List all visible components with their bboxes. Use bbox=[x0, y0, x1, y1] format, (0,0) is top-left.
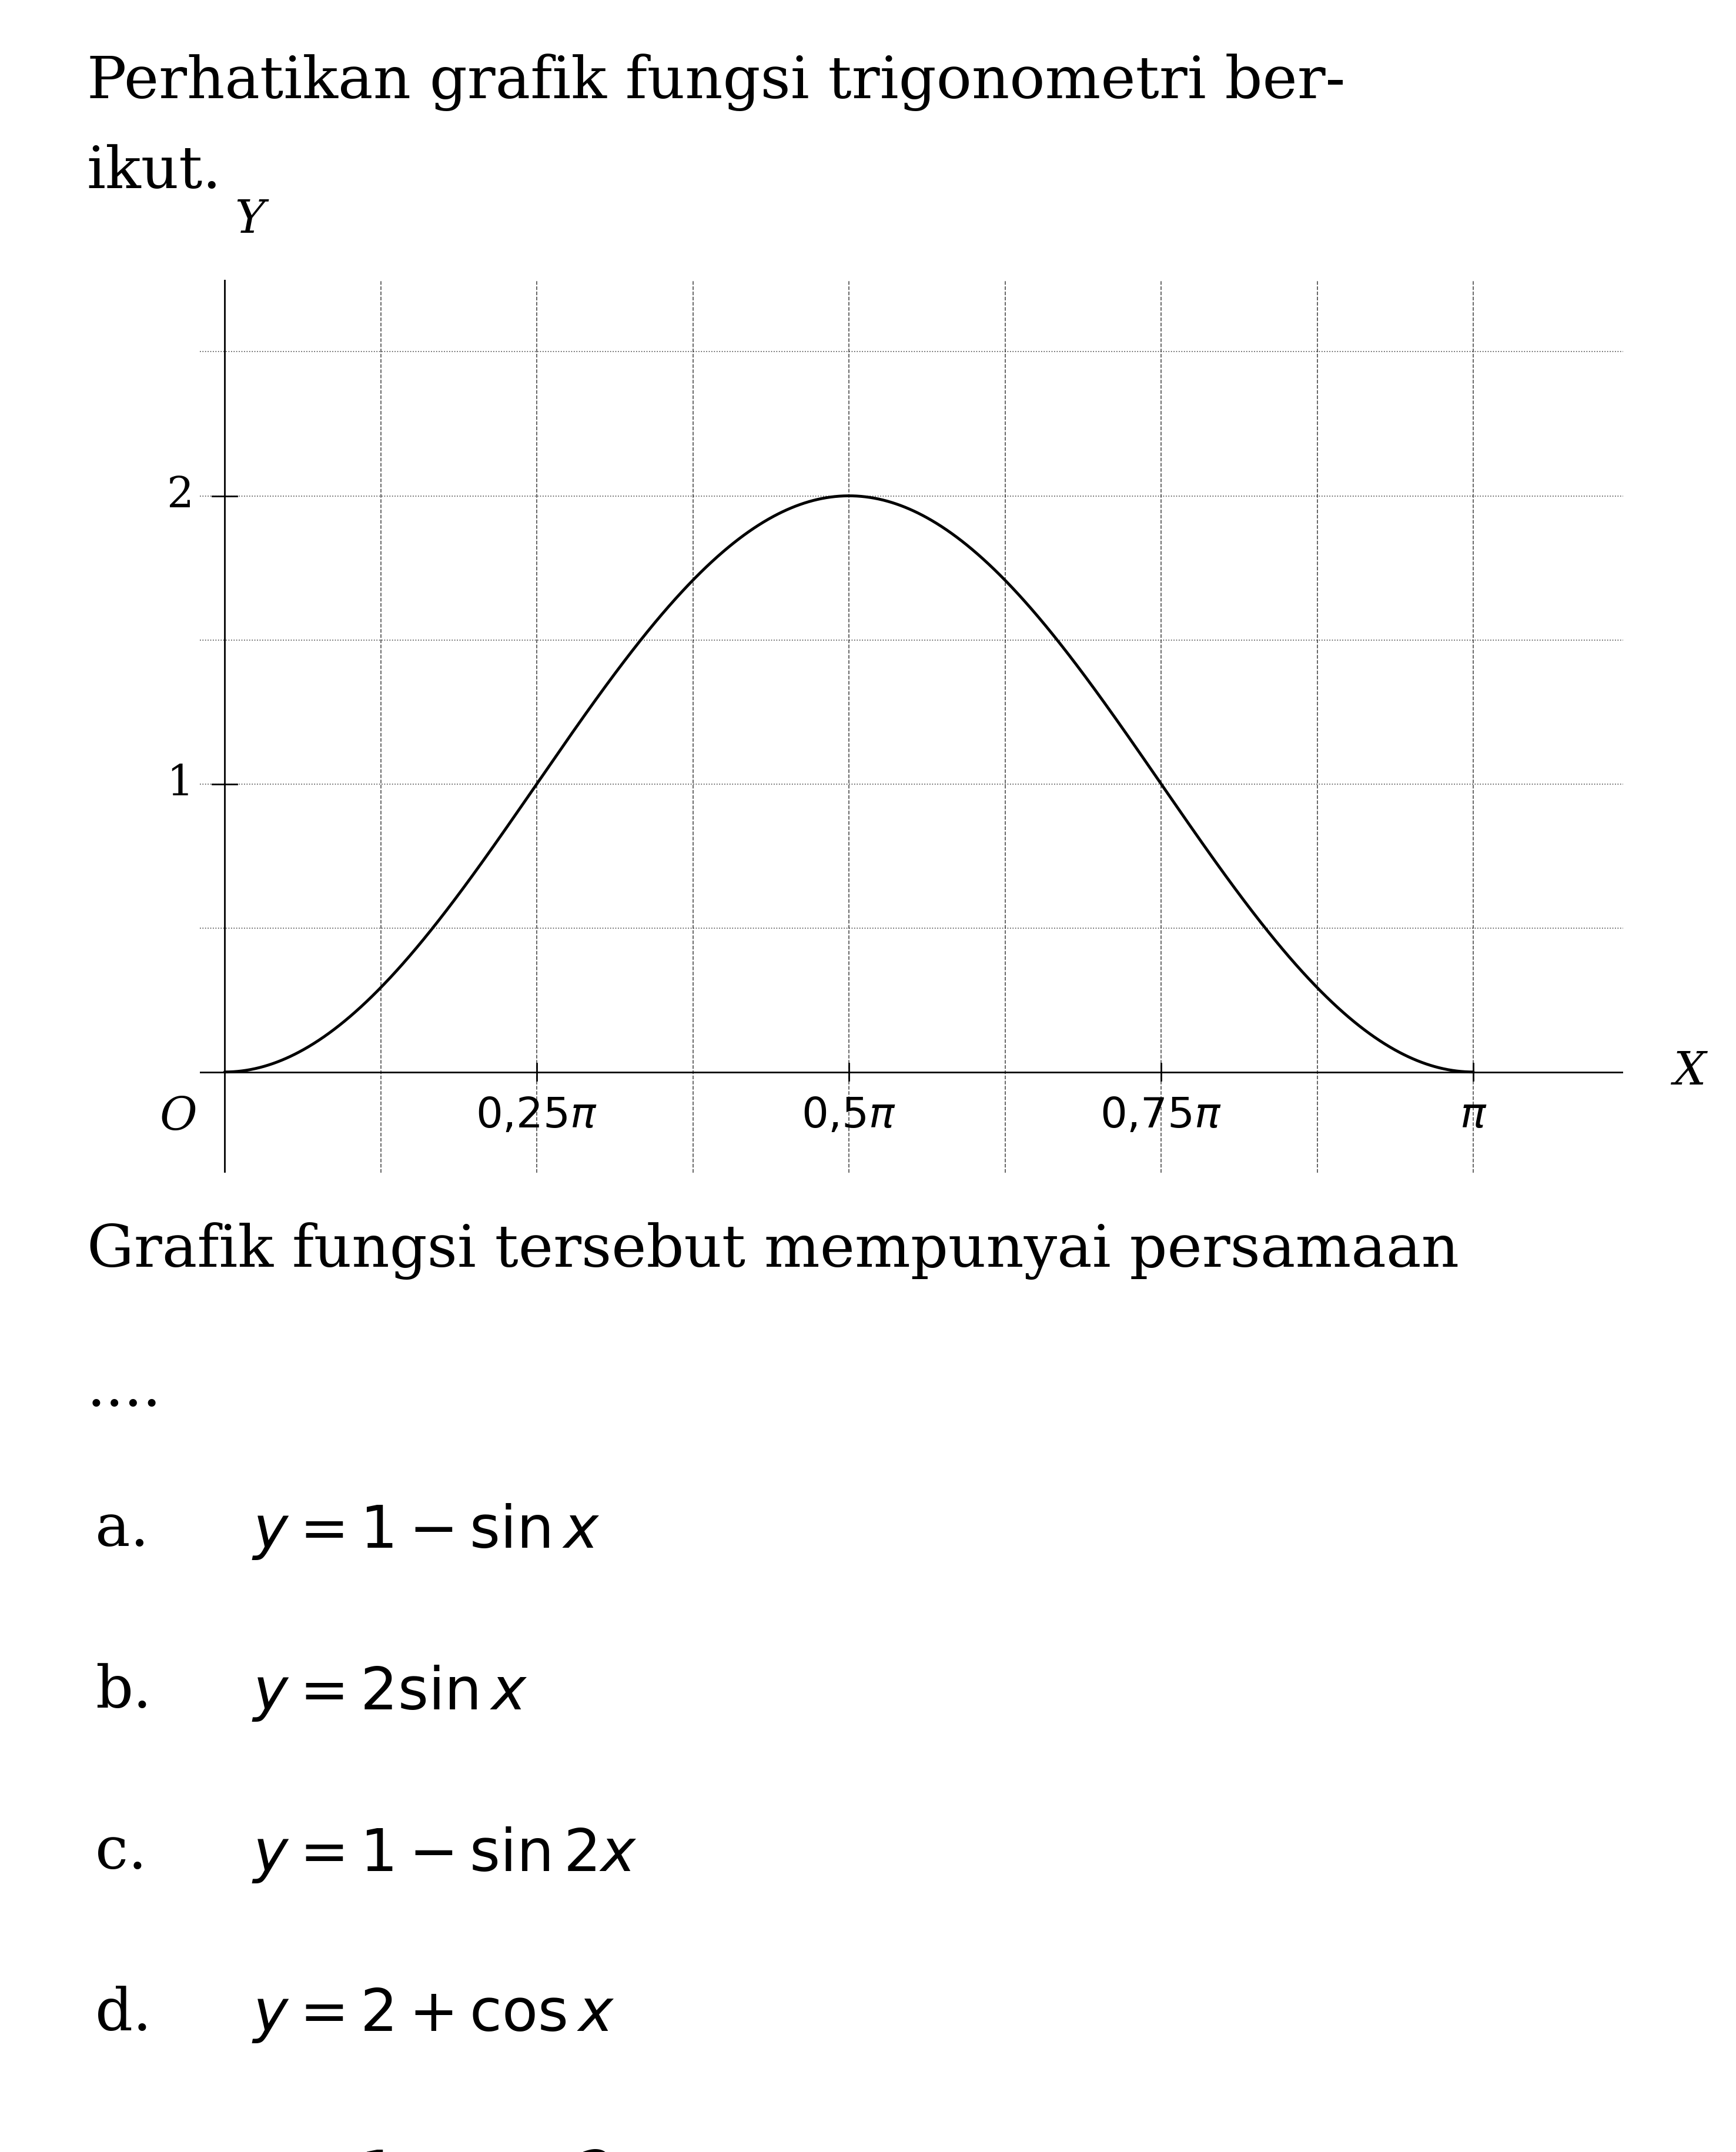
Text: $y = 1 - \sin x$: $y = 1 - \sin x$ bbox=[252, 1502, 601, 1562]
Text: $\pi$: $\pi$ bbox=[1460, 1095, 1488, 1136]
Text: $0{,}75\pi$: $0{,}75\pi$ bbox=[1101, 1095, 1222, 1136]
Text: Perhatikan grafik fungsi trigonometri ber-: Perhatikan grafik fungsi trigonometri be… bbox=[87, 54, 1345, 112]
Text: $0{,}25\pi$: $0{,}25\pi$ bbox=[476, 1095, 597, 1136]
Text: Grafik fungsi tersebut mempunyai persamaan: Grafik fungsi tersebut mempunyai persama… bbox=[87, 1222, 1458, 1280]
Text: O: O bbox=[160, 1095, 198, 1141]
Text: d.: d. bbox=[95, 1986, 151, 2042]
Text: X: X bbox=[1674, 1050, 1706, 1095]
Text: c.: c. bbox=[95, 1825, 148, 1881]
Text: ....: .... bbox=[87, 1362, 161, 1418]
Text: Y: Y bbox=[234, 198, 266, 243]
Text: $0{,}5\pi$: $0{,}5\pi$ bbox=[802, 1095, 896, 1136]
Text: ikut.: ikut. bbox=[87, 144, 222, 200]
Text: e.: e. bbox=[95, 2148, 149, 2152]
Text: a.: a. bbox=[95, 1502, 149, 1558]
Text: $y = 2 + \cos x$: $y = 2 + \cos x$ bbox=[252, 1986, 615, 2044]
Text: 1: 1 bbox=[167, 764, 193, 805]
Text: $y = 1 - \sin 2x$: $y = 1 - \sin 2x$ bbox=[252, 1825, 637, 1885]
Text: b.: b. bbox=[95, 1663, 151, 1719]
Text: $y = 1 - \cos 2x$: $y = 1 - \cos 2x$ bbox=[252, 2148, 653, 2152]
Text: 2: 2 bbox=[167, 476, 193, 516]
Text: $y = 2 \sin x$: $y = 2 \sin x$ bbox=[252, 1663, 528, 1724]
